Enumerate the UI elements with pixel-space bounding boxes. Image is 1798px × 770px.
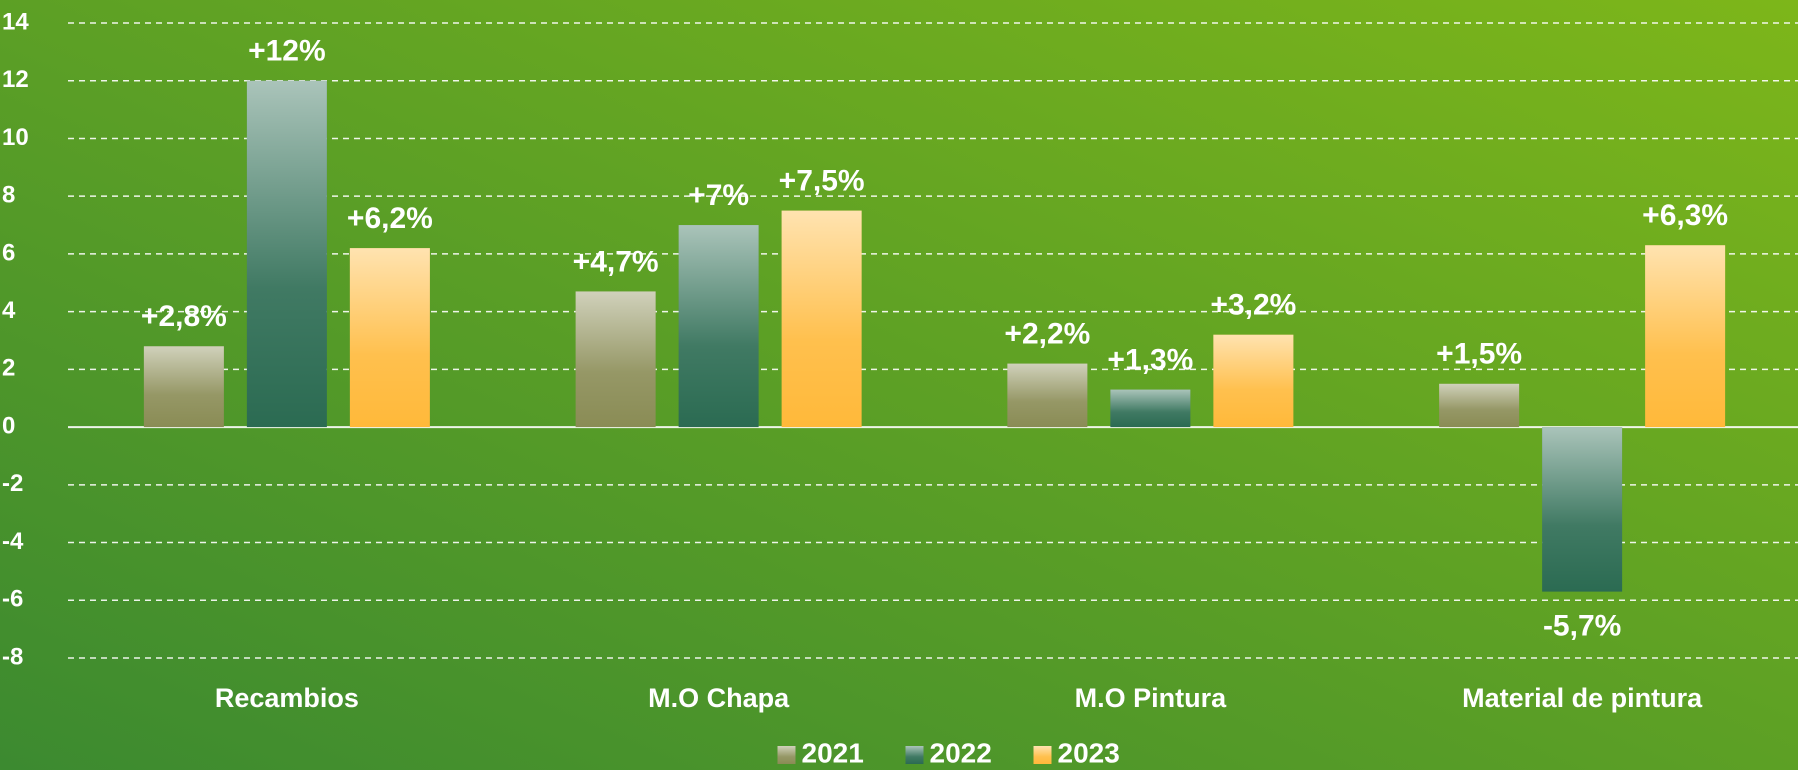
y-tick-label: -4 xyxy=(2,528,24,555)
value-label: +2,8% xyxy=(141,300,227,333)
y-tick-label: 4 xyxy=(2,297,16,324)
y-tick-label: 6 xyxy=(2,239,15,266)
y-tick-label: -8 xyxy=(2,643,23,670)
x-tick-label: M.O Pintura xyxy=(1075,683,1227,713)
chart: -8 -6 -4 -2 0 2 4 6 8 10 12 14 Recambios +2,8% +12% +6,… xyxy=(0,0,1798,770)
bar-sheen xyxy=(144,346,224,427)
bar-sheen xyxy=(679,225,759,427)
bar-sheen xyxy=(1542,427,1622,592)
bar-sheen xyxy=(1439,384,1519,427)
value-label: +4,7% xyxy=(573,245,659,278)
bar-sheen xyxy=(350,248,430,427)
value-label: +6,2% xyxy=(347,202,433,235)
legend-label: 2021 xyxy=(802,737,864,768)
legend-swatch-sheen xyxy=(1034,746,1052,764)
bar-sheen xyxy=(782,211,862,427)
y-tick-label: 0 xyxy=(2,412,15,439)
x-tick-label: Material de pintura xyxy=(1462,683,1703,713)
value-label: +1,3% xyxy=(1107,343,1193,376)
bar-sheen xyxy=(1110,390,1190,428)
bar-sheen xyxy=(1645,245,1725,427)
value-label: +6,3% xyxy=(1642,199,1728,232)
legend-label: 2023 xyxy=(1058,737,1120,768)
y-tick-label: -6 xyxy=(2,586,23,613)
bar-sheen xyxy=(247,81,327,427)
legend-label: 2022 xyxy=(930,737,992,768)
value-label: +2,2% xyxy=(1004,318,1090,351)
value-label: +7% xyxy=(688,179,749,212)
bar-sheen xyxy=(1007,364,1087,428)
value-label: +3,2% xyxy=(1210,289,1296,322)
y-tick-label: 14 xyxy=(2,8,29,35)
value-label: +1,5% xyxy=(1436,338,1522,371)
y-tick-label: -2 xyxy=(2,470,23,497)
bar-sheen xyxy=(576,291,656,427)
value-label: -5,7% xyxy=(1543,610,1621,643)
value-label: +12% xyxy=(248,35,326,68)
x-tick-label: Recambios xyxy=(215,683,359,713)
y-tick-label: 12 xyxy=(2,66,29,93)
value-label: +7,5% xyxy=(779,165,865,198)
y-tick-label: 10 xyxy=(2,124,29,151)
bar-sheen xyxy=(1213,335,1293,427)
y-tick-label: 2 xyxy=(2,355,15,382)
legend-swatch-sheen xyxy=(778,746,796,764)
x-tick-label: M.O Chapa xyxy=(648,683,790,713)
legend-swatch-sheen xyxy=(906,746,924,764)
y-tick-label: 8 xyxy=(2,182,15,209)
